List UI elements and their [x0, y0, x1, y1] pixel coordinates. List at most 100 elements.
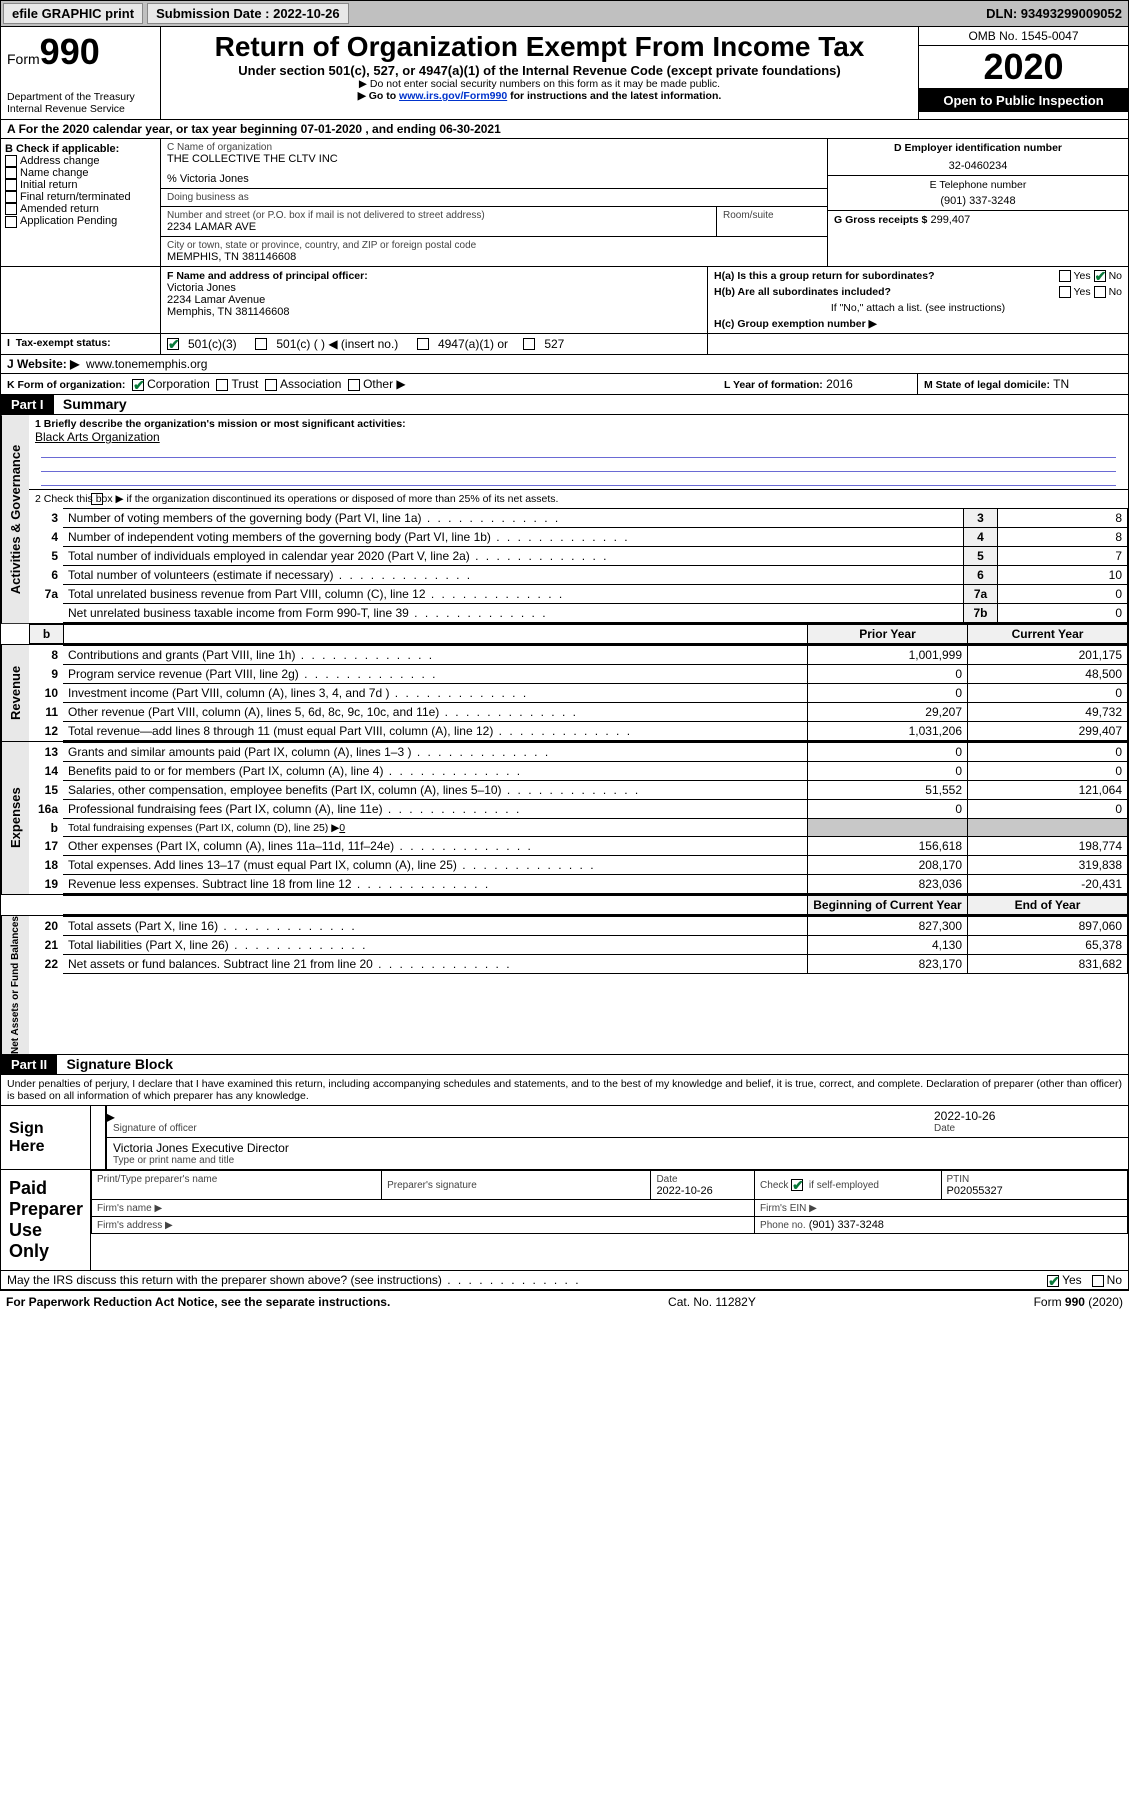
col-headers-nab: Beginning of Current Year End of Year: [29, 895, 1128, 915]
table-row: 10Investment income (Part VIII, column (…: [29, 684, 1128, 703]
501c-checkbox[interactable]: [255, 338, 267, 350]
table-revenue: 8Contributions and grants (Part VIII, li…: [29, 645, 1128, 741]
sig-officer-label: Signature of officer: [113, 1123, 922, 1134]
box-b-option: Address change: [5, 155, 156, 167]
line-a: A For the 2020 calendar year, or tax yea…: [0, 120, 1129, 139]
discuss-yes-checkbox[interactable]: [1047, 1275, 1059, 1287]
form-subtitle-2: Do not enter social security numbers on …: [167, 78, 912, 90]
footer-cat: Cat. No. 11282Y: [668, 1295, 756, 1309]
527-checkbox[interactable]: [523, 338, 535, 350]
officer-name: Victoria Jones: [167, 282, 236, 294]
table-net-assets: 20Total assets (Part X, line 16)827,3008…: [29, 916, 1128, 974]
q2-text: 2 Check this box ▶ if the organization d…: [35, 493, 558, 505]
form990-link[interactable]: www.irs.gov/Form990: [399, 90, 507, 102]
501c3-checkbox[interactable]: [167, 338, 179, 350]
hb-note: If "No," attach a list. (see instruction…: [714, 302, 1122, 314]
table-row: bTotal fundraising expenses (Part IX, co…: [29, 819, 1128, 837]
box-b-checkbox[interactable]: [5, 179, 17, 191]
typed-name-label: Type or print name and title: [113, 1155, 1122, 1166]
firm-addr-label: Firm's address ▶: [97, 1220, 173, 1231]
sidebar-revenue: Revenue: [1, 645, 29, 741]
box-b-checkbox[interactable]: [5, 191, 17, 203]
footer-right: Form 990 (2020): [1034, 1295, 1123, 1309]
addr-label: Number and street (or P.O. box if mail i…: [167, 210, 710, 221]
state-domicile: TN: [1053, 377, 1069, 391]
tax-year: 2020: [919, 46, 1128, 89]
box-k-option: Other ▶: [348, 377, 412, 391]
box-l-label: L Year of formation:: [724, 379, 823, 391]
hb-row: H(b) Are all subordinates included? Yes …: [714, 286, 1122, 298]
year-formation: 2016: [826, 377, 853, 391]
box-c-name-label: C Name of organization: [167, 142, 821, 153]
typed-name: Victoria Jones Executive Director: [113, 1141, 1122, 1155]
table-row: 12Total revenue—add lines 8 through 11 (…: [29, 722, 1128, 741]
paid-preparer-label: Paid Preparer Use Only: [1, 1170, 91, 1270]
col-headers-rev: b Prior Year Current Year: [29, 624, 1128, 644]
box-k-checkbox[interactable]: [132, 379, 144, 391]
city-label: City or town, state or province, country…: [167, 240, 821, 251]
part2-title: Signature Block: [60, 1054, 179, 1074]
ha-no-checkbox[interactable]: [1094, 270, 1106, 282]
discuss-row: May the IRS discuss this return with the…: [0, 1271, 1129, 1290]
current-year-header: Current Year: [968, 625, 1128, 644]
dln-label: DLN: 93493299009052: [980, 4, 1128, 23]
discuss-no-checkbox[interactable]: [1092, 1275, 1104, 1287]
hb-yes-checkbox[interactable]: [1059, 286, 1071, 298]
4947-checkbox[interactable]: [417, 338, 429, 350]
box-k-checkbox[interactable]: [216, 379, 228, 391]
table-row: 3Number of voting members of the governi…: [29, 509, 1128, 528]
street-address: 2234 LAMAR AVE: [167, 221, 710, 233]
self-employed-checkbox[interactable]: [791, 1179, 803, 1191]
box-k-checkbox[interactable]: [265, 379, 277, 391]
table-row: 8Contributions and grants (Part VIII, li…: [29, 646, 1128, 665]
box-b-option: Name change: [5, 167, 156, 179]
table-row: 4Number of independent voting members of…: [29, 528, 1128, 547]
open-to-public: Open to Public Inspection: [919, 89, 1128, 112]
sig-date: 2022-10-26: [934, 1109, 1122, 1123]
date-label: Date: [934, 1123, 1122, 1134]
ha-yes-checkbox[interactable]: [1059, 270, 1071, 282]
telephone-value: (901) 337-3248: [834, 195, 1122, 207]
form-subtitle-1: Under section 501(c), 527, or 4947(a)(1)…: [167, 63, 912, 78]
table-row: 5Total number of individuals employed in…: [29, 547, 1128, 566]
box-b-checkbox[interactable]: [5, 167, 17, 179]
hb-no-checkbox[interactable]: [1094, 286, 1106, 298]
box-k-label: K Form of organization:: [7, 379, 125, 391]
box-f-label: F Name and address of principal officer:: [167, 270, 368, 282]
room-suite-label: Room/suite: [723, 210, 821, 221]
ha-row: H(a) Is this a group return for subordin…: [714, 270, 1122, 282]
omb-number: OMB No. 1545-0047: [919, 27, 1128, 46]
table-row: 6Total number of volunteers (estimate if…: [29, 566, 1128, 585]
end-year-header: End of Year: [968, 896, 1128, 915]
table-row: 22Net assets or fund balances. Subtract …: [29, 955, 1128, 974]
part1-tag: Part I: [1, 395, 54, 414]
box-k-option: Corporation: [132, 377, 216, 391]
table-row: 20Total assets (Part X, line 16)827,3008…: [29, 917, 1128, 936]
table-ag: 3Number of voting members of the governi…: [29, 508, 1128, 623]
paid-preparer-table: Print/Type preparer's name Preparer's si…: [91, 1170, 1128, 1234]
prior-year-header: Prior Year: [808, 625, 968, 644]
hc-label: H(c) Group exemption number ▶: [714, 318, 1122, 330]
box-b-option: Initial return: [5, 179, 156, 191]
box-k-checkbox[interactable]: [348, 379, 360, 391]
box-j: J Website: ▶ www.tonememphis.org: [0, 355, 1129, 374]
opt-4947: 4947(a)(1) or: [438, 337, 508, 351]
box-b-checkbox[interactable]: [5, 216, 17, 228]
efile-print-button[interactable]: efile GRAPHIC print: [3, 3, 143, 24]
table-row: 11Other revenue (Part VIII, column (A), …: [29, 703, 1128, 722]
part2-tag: Part II: [1, 1055, 57, 1074]
box-i-label: I Tax-exempt status:: [1, 334, 160, 352]
q1-label: 1 Briefly describe the organization's mi…: [35, 418, 1122, 430]
q2-checkbox[interactable]: [91, 493, 103, 505]
box-b-checkbox[interactable]: [5, 203, 17, 215]
box-b-heading: B Check if applicable:: [5, 143, 156, 155]
org-name: THE COLLECTIVE THE CLTV INC: [167, 153, 821, 165]
table-row: 21Total liabilities (Part X, line 26)4,1…: [29, 936, 1128, 955]
table-row: 18Total expenses. Add lines 13–17 (must …: [29, 856, 1128, 875]
beg-year-header: Beginning of Current Year: [808, 896, 968, 915]
officer-addr1: 2234 Lamar Avenue: [167, 294, 265, 306]
box-k-option: Association: [265, 377, 348, 391]
form-title: Return of Organization Exempt From Incom…: [167, 31, 912, 63]
box-b-checkbox[interactable]: [5, 155, 17, 167]
irs-label: Internal Revenue Service: [7, 103, 154, 115]
